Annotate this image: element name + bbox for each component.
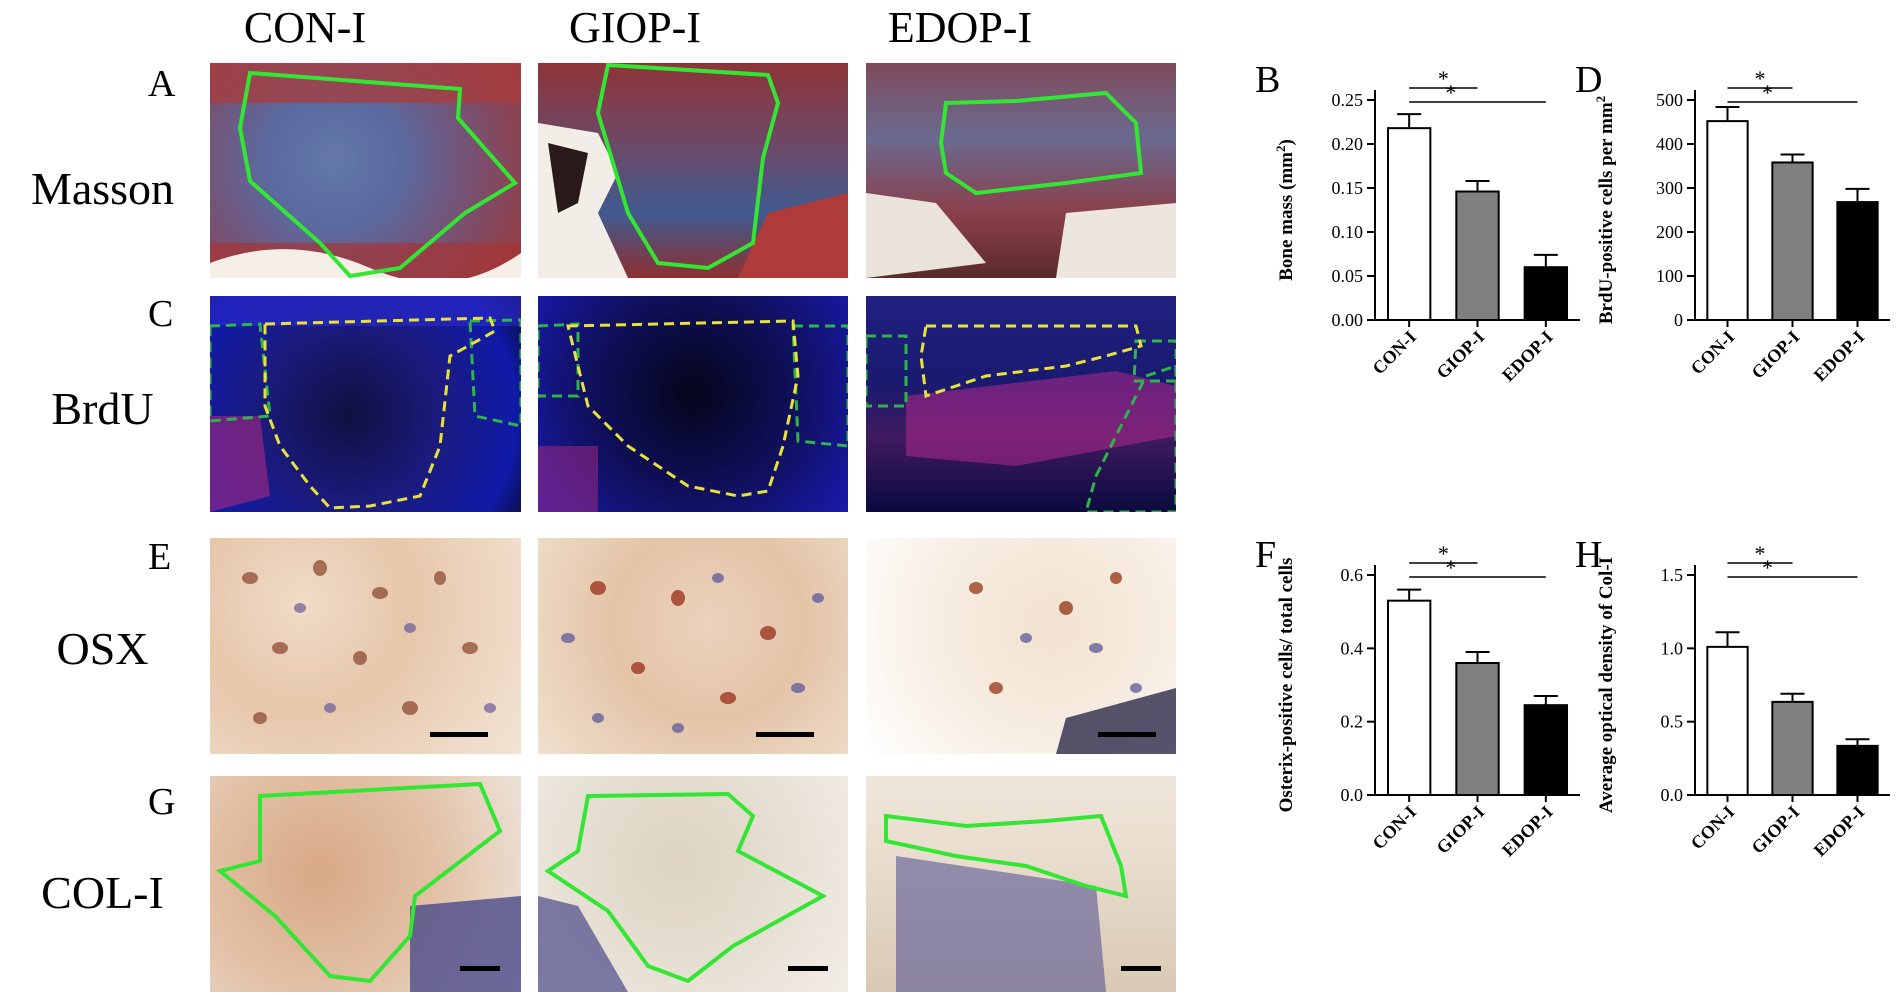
panel-letter-c: C: [148, 293, 174, 335]
significance-star: *: [1762, 80, 1773, 105]
panel-letter-b: B: [1255, 59, 1281, 101]
bar: [1706, 645, 1749, 796]
chart-brdu: BrdU-positive cells per mm2 0 100 200 300 400…: [1590, 60, 1900, 500]
x-tick-label: EDOP-I: [1498, 327, 1557, 386]
y-tick-label: 0.15: [1332, 178, 1364, 198]
y-tick-label: 0.00: [1332, 310, 1364, 330]
x-tick-label: GIOP-I: [1747, 327, 1803, 383]
y-tick-label: 0.10: [1332, 222, 1364, 242]
bar: [1386, 599, 1432, 796]
significance-star: *: [1438, 541, 1449, 566]
col-giop-image: [538, 776, 848, 992]
x-tick-label: CON-I: [1687, 802, 1739, 854]
chart-bone-mass: Bone mass (mm2) 0.00 0.05 0.10 0.15 0.20 0.25 C…: [1270, 60, 1590, 500]
significance-star: *: [1438, 66, 1449, 91]
row-label-osx: OSX: [56, 623, 149, 674]
panel-letter-e: E: [148, 536, 172, 578]
x-tick-label: GIOP-I: [1432, 802, 1488, 858]
row-label-masson: Masson: [30, 163, 175, 214]
bar: [1523, 266, 1569, 321]
osx-edop-image: [866, 538, 1176, 754]
y-tick-label: 0.20: [1332, 134, 1364, 154]
chart-osterix: Osterix-positive cells/ total cells 0.0 0.…: [1270, 535, 1590, 975]
bar: [1523, 704, 1569, 797]
y-axis-label: Average optical density of Col-I: [1596, 557, 1617, 813]
chart-svg: Average optical density of Col-I 0.0 0.5 1.…: [1596, 541, 1890, 861]
y-tick-label: 0.25: [1332, 90, 1364, 110]
significance-star: *: [1762, 555, 1773, 580]
column-header-con: CON-I: [243, 3, 367, 52]
x-tick-label: EDOP-I: [1810, 327, 1869, 386]
bar: [1455, 190, 1500, 321]
y-axis-label: BrdU-positive cells per mm2: [1593, 96, 1617, 324]
y-tick-label: 0.5: [1661, 712, 1684, 732]
y-axis-label: Bone mass (mm2): [1273, 139, 1297, 281]
y-tick-label: 0: [1674, 310, 1683, 330]
panel-letter-h: H: [1575, 534, 1603, 576]
y-tick-label: 0.6: [1341, 565, 1364, 585]
chart-col: Average optical density of Col-I 0.0 0.5 1.…: [1590, 535, 1900, 975]
bar: [1836, 744, 1879, 797]
y-tick-label: 0.2: [1341, 712, 1364, 732]
x-tick-label: CON-I: [1687, 327, 1739, 379]
x-tick-label: EDOP-I: [1810, 802, 1869, 861]
x-tick-label: GIOP-I: [1432, 327, 1488, 383]
bar: [1836, 201, 1879, 321]
column-header-edop: EDOP-I: [887, 3, 1033, 52]
col-edop-image: [866, 776, 1176, 992]
column-header-giop: GIOP-I: [569, 3, 701, 52]
col-con-image: [210, 776, 521, 992]
significance-star: *: [1755, 541, 1766, 566]
y-tick-label: 300: [1656, 178, 1683, 198]
y-tick-label: 0.0: [1341, 785, 1364, 805]
y-tick-label: 1.0: [1661, 638, 1684, 658]
masson-edop-image: [866, 63, 1176, 278]
y-tick-label: 0.05: [1332, 266, 1364, 286]
x-tick-label: EDOP-I: [1498, 802, 1557, 861]
y-tick-label: 0.0: [1661, 785, 1684, 805]
x-tick-label: GIOP-I: [1747, 802, 1803, 858]
row-label-col: COL-I: [41, 867, 164, 918]
brdu-con-image: [210, 296, 521, 512]
osx-giop-image: [538, 538, 848, 754]
bar: [1771, 700, 1814, 796]
chart-svg: BrdU-positive cells per mm2 0 100 200 300 400…: [1593, 66, 1890, 386]
y-tick-label: 0.4: [1341, 638, 1364, 658]
panel-letter-f: F: [1255, 534, 1277, 576]
panel-letter-d: D: [1575, 59, 1603, 101]
brdu-edop-image: [866, 296, 1176, 512]
panel-letter-g: G: [148, 781, 176, 823]
significance-star: *: [1755, 66, 1766, 91]
y-tick-label: 100: [1656, 266, 1683, 286]
panel-letter-a: A: [148, 63, 176, 105]
osx-con-image: [210, 538, 521, 754]
bar: [1771, 161, 1814, 322]
row-label-brdu: BrdU: [51, 383, 154, 434]
y-axis-label: Osterix-positive cells/ total cells: [1276, 558, 1297, 813]
y-tick-label: 400: [1656, 134, 1683, 154]
brdu-giop-image: [538, 296, 848, 512]
y-tick-label: 200: [1656, 222, 1683, 242]
bar: [1455, 662, 1500, 796]
masson-giop-image: [538, 63, 848, 278]
x-tick-label: CON-I: [1368, 802, 1420, 854]
x-tick-label: CON-I: [1368, 327, 1420, 379]
chart-svg: Osterix-positive cells/ total cells 0.0 0.…: [1276, 541, 1580, 861]
bar: [1386, 127, 1432, 321]
chart-svg: Bone mass (mm2) 0.00 0.05 0.10 0.15 0.20 0.25 C…: [1273, 66, 1580, 386]
y-tick-label: 1.5: [1661, 565, 1684, 585]
masson-con-image: [210, 63, 521, 278]
y-tick-label: 500: [1656, 90, 1683, 110]
significance-star: *: [1445, 80, 1456, 105]
bar: [1706, 120, 1749, 322]
significance-star: *: [1445, 555, 1456, 580]
